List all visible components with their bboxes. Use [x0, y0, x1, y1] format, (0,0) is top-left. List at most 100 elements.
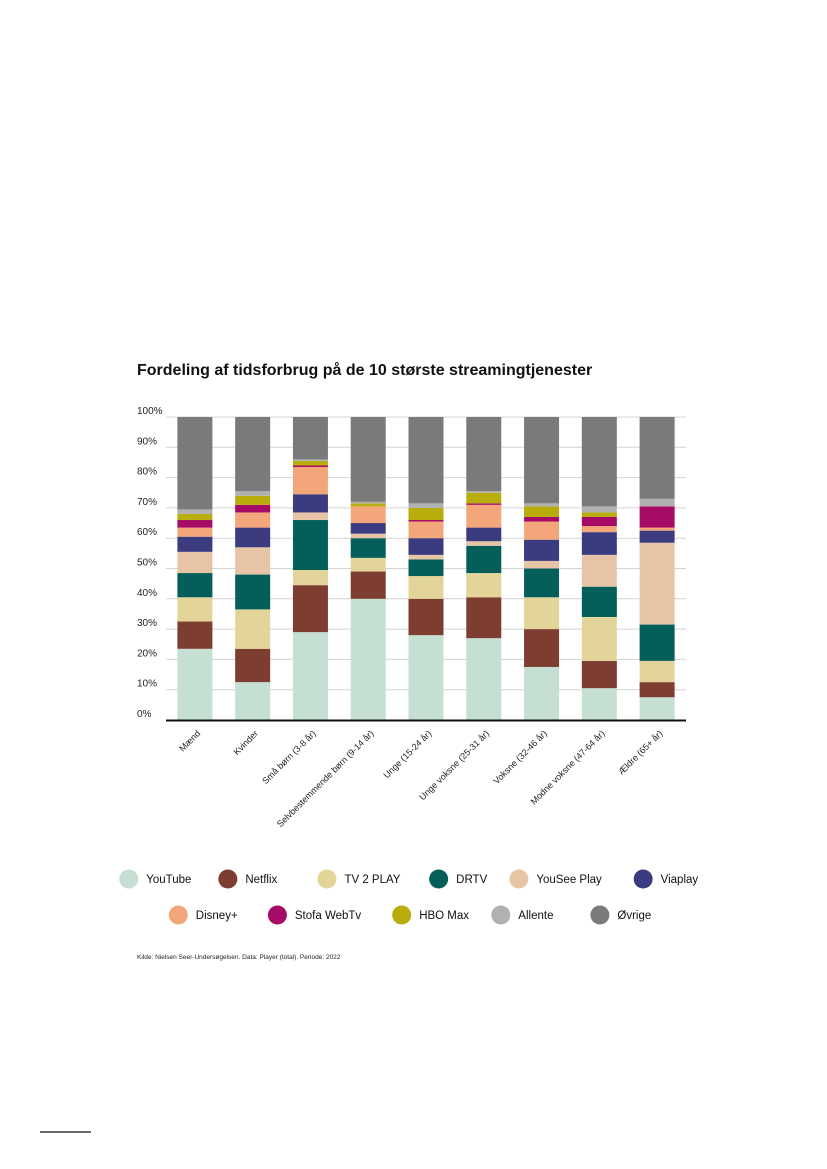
- legend-label: YouTube: [146, 874, 191, 886]
- y-tick-label: 60%: [137, 527, 157, 538]
- x-axis-labels: Mænd Kvinder Små børn (3-8 år)Selvbestemme…: [177, 728, 664, 829]
- bar-stack: [524, 417, 560, 720]
- y-tick-label: 0%: [137, 709, 152, 720]
- bar-segment: [292, 466, 328, 495]
- legend-item: Netflix: [218, 869, 278, 889]
- bar-segment: [639, 417, 675, 499]
- source-note: Kilde: Nielsen Seer-Undersøgelsen. Data:…: [137, 954, 341, 961]
- bar-segment: [350, 571, 386, 599]
- bar-segment: [235, 512, 271, 528]
- bar-segment: [235, 547, 271, 575]
- bar-segment: [524, 666, 560, 720]
- bar-segment: [235, 495, 271, 505]
- bar-segment: [177, 520, 213, 528]
- legend-label: Allente: [518, 910, 553, 922]
- bar-segment: [350, 533, 386, 539]
- legend-swatch: [168, 905, 188, 925]
- legend-swatch: [119, 869, 139, 889]
- bar-segment: [235, 504, 271, 513]
- x-tick-label: Ældre (65+ år): [616, 728, 664, 776]
- bar-segment: [581, 512, 617, 517]
- legend-item: Disney+: [168, 905, 238, 925]
- bar-segment: [350, 598, 386, 720]
- legend-label: TV 2 PLAY: [344, 874, 400, 886]
- bar-segment: [350, 501, 386, 504]
- y-tick-label: 100%: [137, 406, 163, 417]
- bar-segment: [177, 527, 213, 537]
- legend-swatch: [218, 869, 238, 889]
- y-tick-label: 50%: [137, 558, 157, 569]
- bar-segment: [466, 504, 502, 528]
- bar-segment: [177, 417, 213, 510]
- bar-segment: [466, 638, 502, 720]
- bar-segment: [292, 460, 328, 466]
- bar-segment: [581, 554, 617, 587]
- bar-segment: [639, 542, 675, 625]
- bar-segment: [639, 682, 675, 698]
- y-tick-label: 10%: [137, 679, 157, 690]
- bar-segment: [581, 660, 617, 689]
- bar-segment: [581, 516, 617, 527]
- bar-segment: [292, 512, 328, 521]
- bar-segment: [408, 521, 444, 539]
- bar-segment: [408, 503, 444, 508]
- bar-segment: [408, 417, 444, 504]
- bar-segment: [177, 509, 213, 514]
- bar-stack: [235, 417, 271, 720]
- legend-item: YouSee Play: [509, 869, 602, 889]
- bar-segment: [235, 609, 271, 649]
- bar-segment: [581, 506, 617, 513]
- bar-segment: [639, 527, 675, 531]
- x-tick-label: Små børn (3-8 år): [260, 728, 318, 786]
- bar-segment: [639, 530, 675, 543]
- bar-segment: [292, 520, 328, 571]
- bar-segment: [177, 597, 213, 622]
- legend-swatch: [590, 905, 610, 925]
- bar-segment: [235, 491, 271, 496]
- y-tick-label: 30%: [137, 618, 157, 629]
- legend-item: TV 2 PLAY: [317, 869, 401, 889]
- legend-item: Viaplay: [633, 869, 699, 889]
- bar-segment: [639, 624, 675, 661]
- bar-stack: [408, 417, 444, 720]
- bar-segment: [408, 559, 444, 577]
- bar-segment: [639, 697, 675, 720]
- bar-segment: [235, 417, 271, 492]
- bar-segment: [524, 503, 560, 507]
- legend-swatch: [392, 905, 412, 925]
- bar-segment: [524, 521, 560, 540]
- legend-label: Viaplay: [661, 874, 699, 886]
- bar-segment: [408, 520, 444, 522]
- bar-segment: [292, 465, 328, 467]
- bar-segment: [408, 538, 444, 555]
- bar-segment: [466, 573, 502, 598]
- legend-item: Allente: [491, 905, 553, 925]
- bar-segment: [235, 574, 271, 610]
- legend-item: Øvrige: [590, 905, 651, 925]
- bar-segment: [524, 516, 560, 522]
- legend: YouTube Netflix TV 2 PLAY DRTV YouSee Play Vi…: [119, 869, 699, 925]
- x-tick-label: Kvinder: [231, 728, 260, 757]
- bar-segment: [408, 598, 444, 636]
- legend-label: YouSee Play: [536, 874, 602, 886]
- legend-swatch: [317, 869, 337, 889]
- bar-segment: [408, 576, 444, 599]
- y-tick-label: 80%: [137, 467, 157, 478]
- bar-segment: [524, 539, 560, 561]
- bar-segment: [466, 492, 502, 504]
- bar-segment: [350, 417, 386, 502]
- bar-segment: [466, 597, 502, 639]
- legend-swatch: [267, 905, 287, 925]
- bar-segment: [581, 417, 617, 507]
- bar-segment: [581, 526, 617, 533]
- legend-label: DRTV: [456, 874, 487, 886]
- bar-segment: [292, 632, 328, 720]
- bar-segment: [524, 417, 560, 504]
- bar-segment: [581, 586, 617, 617]
- bar-segment: [177, 621, 213, 649]
- bar-segment: [177, 536, 213, 552]
- bar-segment: [177, 513, 213, 521]
- bar-segment: [524, 568, 560, 598]
- legend-item: HBO Max: [392, 905, 469, 925]
- bar-segment: [524, 560, 560, 569]
